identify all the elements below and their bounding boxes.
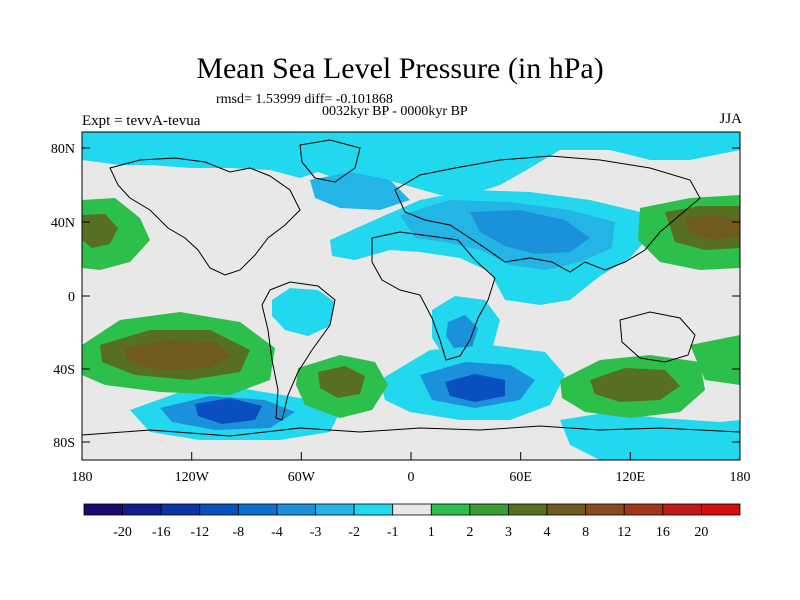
- africa-coast: [371, 231, 496, 361]
- season-label: JJA: [719, 111, 742, 127]
- colorbar-swatch: [701, 503, 741, 516]
- south-pacific-core: [195, 398, 262, 424]
- south-america-coast: [261, 281, 336, 421]
- indian-southern-core: [445, 374, 505, 402]
- lon-tick-label: 120W: [175, 470, 210, 485]
- colorbar-label: 12: [617, 525, 631, 540]
- colorbar: [83, 503, 741, 516]
- lon-tick-label: 180: [72, 470, 93, 485]
- colorbar-swatch: [315, 503, 355, 516]
- coastlines: [82, 139, 740, 437]
- south-america-negative: [272, 288, 335, 336]
- colorbar-swatch: [662, 503, 702, 516]
- lat-tick-label: 80S: [53, 436, 75, 451]
- lon-tick-label: 180: [730, 470, 751, 485]
- greenland-coast: [299, 139, 361, 183]
- period-label: 0032kyr BP - 0000kyr BP: [322, 104, 468, 119]
- colorbar-label: 4: [544, 525, 551, 540]
- eurasia-coast: [394, 155, 701, 273]
- colorbar-swatch: [122, 503, 162, 516]
- australia-coast: [619, 311, 696, 363]
- colorbar-label: -8: [233, 525, 245, 540]
- lat-tick-label: 0: [68, 290, 75, 305]
- indian-ocean-positive-core: [590, 368, 680, 402]
- colorbar-swatch: [508, 503, 548, 516]
- map-title: Mean Sea Level Pressure (in hPa): [196, 52, 604, 85]
- lon-tick-label: 60E: [509, 470, 532, 485]
- colorbar-swatch: [353, 503, 394, 516]
- experiment-label: Expt = tevvA-tevua: [82, 113, 201, 129]
- southern-africa-core: [446, 315, 478, 350]
- colorbar-label: 8: [582, 525, 589, 540]
- west-pacific-positive-core: [82, 214, 118, 248]
- colorbar-label: -4: [271, 525, 283, 540]
- south-pacific-positive-core: [125, 340, 232, 370]
- antarctic-negative: [560, 412, 740, 460]
- colorbar-label: -12: [190, 525, 209, 540]
- colorbar-label: -1: [387, 525, 399, 540]
- colorbar-swatch: [160, 503, 201, 516]
- colorbar-swatch: [83, 503, 123, 516]
- colorbar-swatch: [430, 503, 471, 516]
- central-asia-negative: [470, 210, 590, 254]
- latitude-labels: 80N 40N 0 40S 80S: [51, 142, 75, 451]
- colorbar-label: 20: [694, 525, 708, 540]
- north-pacific-positive-core: [685, 215, 740, 240]
- colorbar-swatch: [623, 503, 664, 516]
- lat-tick-label: 40N: [51, 216, 75, 231]
- colorbar-label: 1: [428, 525, 435, 540]
- colorbar-swatch: [469, 503, 509, 516]
- arctic-negative-anomaly: [82, 132, 740, 195]
- longitude-labels: 180 120W 60W 0 60E 120E 180: [72, 470, 751, 485]
- antarctica-coast: [82, 425, 740, 437]
- colorbar-label: -3: [310, 525, 322, 540]
- colorbar-swatch: [392, 503, 432, 516]
- anomaly-field: [82, 132, 740, 460]
- colorbar-labels: -20 -16 -12 -8 -4 -3 -2 -1 1 2 3 4 8 12 16 20: [113, 525, 708, 540]
- colorbar-label: 16: [656, 525, 670, 540]
- latitude-ticks: [82, 147, 740, 443]
- colorbar-label: 2: [466, 525, 473, 540]
- colorbar-label: -20: [113, 525, 132, 540]
- colorbar-swatch: [199, 503, 239, 516]
- lon-tick-label: 120E: [616, 470, 646, 485]
- colorbar-label: -16: [152, 525, 171, 540]
- lon-tick-label: 0: [408, 470, 415, 485]
- north-america-coast: [109, 157, 301, 276]
- south-atlantic-positive-core: [318, 366, 365, 398]
- colorbar-swatch: [276, 503, 316, 516]
- colorbar-swatch: [546, 503, 587, 516]
- lon-tick-label: 60W: [288, 470, 316, 485]
- colorbar-label: 3: [505, 525, 512, 540]
- colorbar-swatch: [585, 503, 625, 516]
- australia-east-positive: [690, 335, 740, 385]
- colorbar-swatch: [237, 503, 278, 516]
- longitude-ticks: [81, 452, 741, 460]
- lat-tick-label: 40S: [53, 363, 75, 378]
- colorbar-label: -2: [348, 525, 360, 540]
- lat-tick-label: 80N: [51, 142, 75, 157]
- stats-line: rmsd= 1.53999 diff= -0.101868: [216, 92, 393, 107]
